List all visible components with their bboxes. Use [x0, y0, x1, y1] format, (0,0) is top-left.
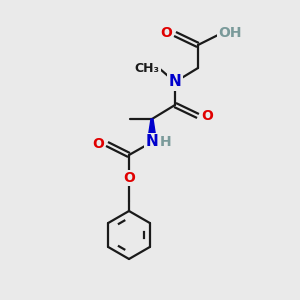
- Text: N: N: [146, 134, 158, 149]
- Text: OH: OH: [218, 26, 242, 40]
- Text: O: O: [92, 137, 104, 151]
- Polygon shape: [148, 119, 157, 142]
- Text: N: N: [169, 74, 182, 89]
- Text: H: H: [160, 135, 172, 149]
- Text: O: O: [160, 26, 172, 40]
- Text: O: O: [123, 171, 135, 185]
- Text: CH₃: CH₃: [134, 62, 160, 76]
- Text: O: O: [201, 109, 213, 123]
